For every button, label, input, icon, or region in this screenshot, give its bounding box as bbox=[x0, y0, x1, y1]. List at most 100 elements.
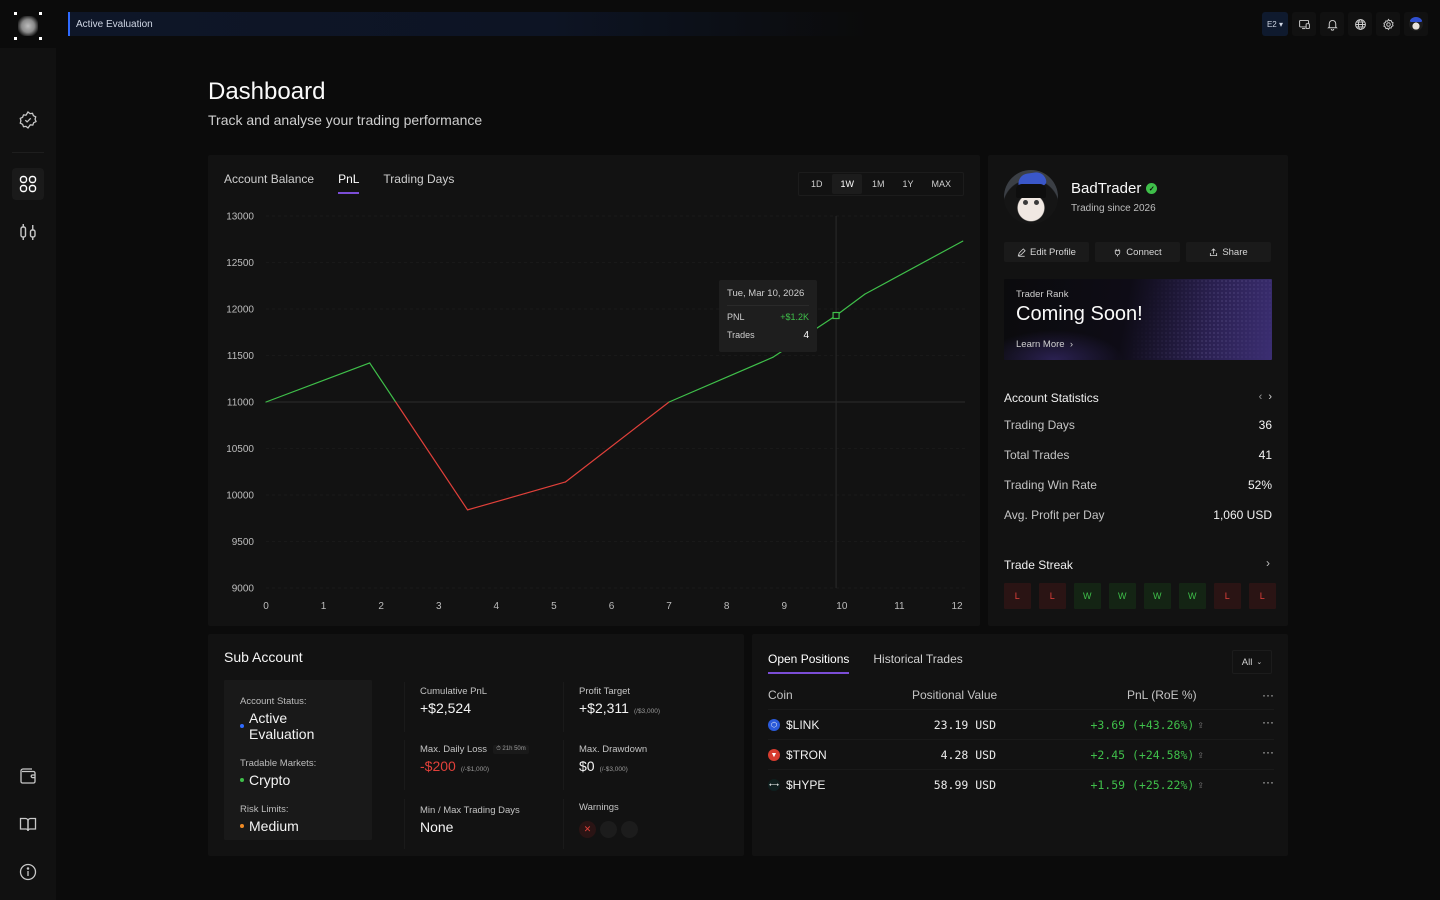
coin-cell: ▼ $TRON bbox=[768, 748, 827, 762]
sidebar-item-wallet[interactable] bbox=[12, 760, 44, 792]
range-1w[interactable]: 1W bbox=[832, 174, 862, 194]
positions-card: Open Positions Historical Trades All ⌄ Co… bbox=[752, 634, 1288, 856]
account-statistics-title: Account Statistics bbox=[1004, 391, 1099, 405]
trading-since: Trading since 2026 bbox=[1071, 203, 1156, 214]
positions-table-header: Coin Positional Value PnL (RoE %) ··· bbox=[768, 688, 1274, 708]
status-dot bbox=[240, 778, 244, 782]
pnl-chart-card: Account Balance PnL Trading Days 1D 1W 1… bbox=[208, 155, 980, 626]
status-dot bbox=[240, 824, 244, 828]
user-menu-button[interactable] bbox=[1404, 12, 1428, 36]
sidebar-item-info[interactable] bbox=[12, 856, 44, 888]
divider bbox=[404, 740, 405, 790]
learn-more-link[interactable]: Learn More › bbox=[1016, 339, 1074, 350]
account-info-panel: Account Status: Active Evaluation Tradab… bbox=[224, 680, 372, 840]
table-row[interactable]: ⟷ $HYPE 58.99 USD +1.59 (+25.22%) ⇪ ··· bbox=[768, 769, 1274, 799]
chart-tooltip: Tue, Mar 10, 2026 PNL +$1.2K Trades 4 bbox=[719, 280, 817, 352]
account-status-value: Active Evaluation bbox=[240, 710, 356, 742]
sidebar-item-trading[interactable] bbox=[12, 216, 44, 248]
tab-account-balance[interactable]: Account Balance bbox=[224, 172, 315, 186]
username: BadTrader ✓ bbox=[1071, 180, 1158, 197]
avatar[interactable] bbox=[1004, 170, 1058, 224]
sidebar-item-dashboard[interactable] bbox=[12, 168, 44, 200]
more-icon[interactable]: ··· bbox=[1262, 688, 1274, 702]
share-button[interactable]: Share bbox=[1186, 242, 1271, 262]
chart-tabs: Account Balance PnL Trading Days bbox=[224, 172, 454, 194]
row-more-icon[interactable]: ··· bbox=[1262, 775, 1274, 789]
logo[interactable] bbox=[14, 12, 42, 40]
tab-open-positions[interactable]: Open Positions bbox=[768, 652, 850, 674]
pnl-line-chart[interactable]: 13000 12500 12000 11500 11000 10500 10000 9500 9… bbox=[208, 155, 980, 626]
divider bbox=[404, 799, 405, 849]
gear-icon bbox=[1382, 18, 1394, 30]
streak-cell-win: W bbox=[1074, 583, 1101, 609]
sidebar bbox=[0, 48, 56, 900]
y-tick-label: 10500 bbox=[226, 444, 254, 455]
trade-streak-title: Trade Streak bbox=[1004, 558, 1073, 572]
hover-point-marker[interactable] bbox=[832, 311, 840, 320]
warning-indicators: ✕ bbox=[579, 821, 638, 838]
devices-button[interactable] bbox=[1292, 12, 1316, 36]
tab-trading-days[interactable]: Trading Days bbox=[383, 172, 455, 186]
range-max[interactable]: MAX bbox=[931, 179, 951, 189]
connect-button[interactable]: Connect bbox=[1095, 242, 1180, 262]
streak-cell-loss: L bbox=[1249, 583, 1276, 609]
row-more-icon[interactable]: ··· bbox=[1262, 715, 1274, 729]
warning-x-icon: ✕ bbox=[579, 821, 596, 838]
chevron-left-icon[interactable]: ‹ bbox=[1258, 391, 1263, 403]
pnl-line-segment bbox=[265, 362, 371, 403]
pnl-line-segment bbox=[466, 481, 567, 511]
x-tick-label: 2 bbox=[378, 601, 384, 612]
trader-rank-banner: Trader Rank Coming Soon! Learn More › bbox=[1004, 279, 1272, 360]
notifications-button[interactable] bbox=[1320, 12, 1344, 36]
metric-profit-target: Profit Target +$2,311 (/$3,000) bbox=[579, 686, 660, 716]
settings-button[interactable] bbox=[1376, 12, 1400, 36]
pencil-icon bbox=[1017, 247, 1026, 257]
share-icon[interactable]: ⇪ bbox=[1197, 780, 1204, 790]
row-more-icon[interactable]: ··· bbox=[1262, 745, 1274, 759]
warning-empty-slot bbox=[600, 821, 617, 838]
status-dot bbox=[240, 724, 244, 728]
sidebar-divider bbox=[12, 152, 44, 153]
positions-filter-select[interactable]: All ⌄ bbox=[1232, 650, 1272, 674]
trader-rank-title: Coming Soon! bbox=[1016, 303, 1143, 325]
table-row[interactable]: ▼ $TRON 4.28 USD +2.45 (+24.58%) ⇪ ··· bbox=[768, 739, 1274, 769]
y-tick-label: 12500 bbox=[226, 258, 254, 269]
wallet-icon bbox=[20, 768, 36, 784]
positional-value: 23.19 USD bbox=[933, 718, 996, 732]
x-tick-label: 8 bbox=[724, 601, 730, 612]
language-button[interactable] bbox=[1348, 12, 1372, 36]
col-pnl: PnL (RoE %) bbox=[1127, 688, 1197, 702]
y-tick-label: 11000 bbox=[227, 398, 255, 409]
link-coin-icon: ⬡ bbox=[768, 719, 780, 731]
range-1y[interactable]: 1Y bbox=[902, 179, 914, 189]
sidebar-item-docs[interactable] bbox=[12, 808, 44, 840]
divider bbox=[404, 682, 405, 732]
sidebar-item-evaluation[interactable] bbox=[12, 104, 44, 136]
tab-pnl[interactable]: PnL bbox=[338, 172, 360, 194]
streak-cell-win: W bbox=[1179, 583, 1206, 609]
edit-profile-button[interactable]: Edit Profile bbox=[1004, 242, 1089, 262]
environment-select[interactable]: E2 ▾ bbox=[1262, 12, 1288, 36]
table-row[interactable]: ⬡ $LINK 23.19 USD +3.69 (+43.26%) ⇪ ··· bbox=[768, 709, 1274, 739]
chevron-right-icon[interactable]: › bbox=[1268, 391, 1272, 403]
share-icon[interactable]: ⇪ bbox=[1197, 720, 1204, 730]
share-icon[interactable]: ⇪ bbox=[1197, 750, 1204, 760]
y-tick-label: 12000 bbox=[226, 305, 254, 316]
range-1d[interactable]: 1D bbox=[810, 179, 823, 189]
divider bbox=[563, 682, 564, 732]
book-icon bbox=[19, 817, 37, 832]
metric-trading-days: Min / Max Trading Days None bbox=[420, 805, 520, 835]
x-tick-label: 12 bbox=[951, 601, 963, 612]
tooltip-trades-label: Trades bbox=[727, 330, 755, 340]
pnl-line-segment bbox=[564, 401, 670, 483]
pnl-line-segment bbox=[395, 401, 469, 511]
stat-total-trades: Total Trades 41 bbox=[1004, 448, 1272, 462]
tab-historical-trades[interactable]: Historical Trades bbox=[873, 652, 963, 666]
stat-trading-days: Trading Days 36 bbox=[1004, 418, 1272, 432]
sub-account-title: Sub Account bbox=[224, 649, 303, 665]
chevron-right-icon[interactable]: › bbox=[1266, 556, 1270, 570]
y-tick-label: 9500 bbox=[232, 537, 255, 548]
chevron-right-icon: › bbox=[1069, 339, 1074, 350]
range-1m[interactable]: 1M bbox=[871, 179, 885, 189]
